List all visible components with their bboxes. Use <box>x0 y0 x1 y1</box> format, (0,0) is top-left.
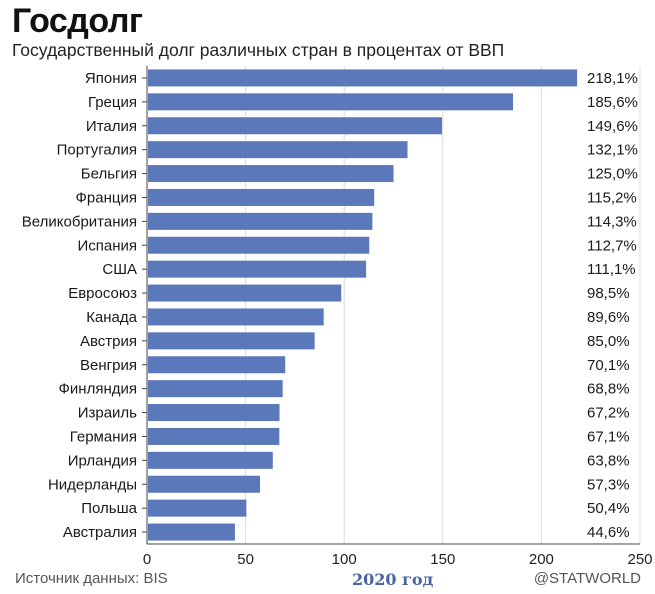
bar <box>148 475 260 493</box>
x-tick-label: 200 <box>529 551 554 568</box>
category-label: Бельгия <box>81 166 137 183</box>
category-label: Израиль <box>78 405 137 422</box>
x-tick-label: 50 <box>237 551 254 568</box>
bar <box>148 141 408 159</box>
value-label: 63,8% <box>587 452 630 469</box>
category-label: Польша <box>81 500 137 517</box>
value-label: 70,1% <box>587 357 630 374</box>
chart-title: Госдолг <box>12 2 143 40</box>
category-label: Германия <box>70 428 137 445</box>
value-label: 98,5% <box>587 285 630 302</box>
value-label: 218,1% <box>587 70 638 87</box>
category-label: США <box>102 261 137 278</box>
value-label: 132,1% <box>587 142 638 159</box>
category-label: Великобритания <box>22 213 137 230</box>
category-label: Финляндия <box>59 381 137 398</box>
value-label: 85,0% <box>587 333 630 350</box>
category-label: Евросоюз <box>68 285 137 302</box>
category-label: Канада <box>86 309 137 326</box>
bar <box>148 212 373 230</box>
value-label: 44,6% <box>587 524 630 541</box>
x-tick-label: 250 <box>627 551 652 568</box>
value-label: 185,6% <box>587 94 638 111</box>
category-label: Португалия <box>57 142 137 159</box>
category-label: Нидерланды <box>48 476 137 493</box>
value-label: 67,1% <box>587 428 630 445</box>
bar <box>148 117 443 135</box>
value-label: 57,3% <box>587 476 630 493</box>
value-label: 89,6% <box>587 309 630 326</box>
category-label: Греция <box>88 94 137 111</box>
category-label: Ирландия <box>68 452 137 469</box>
value-label: 50,4% <box>587 500 630 517</box>
bar <box>148 69 578 87</box>
bar <box>148 93 514 111</box>
value-label: 111,1% <box>587 261 636 278</box>
bar <box>148 308 324 326</box>
bar <box>148 332 315 350</box>
bar <box>148 380 283 398</box>
value-label: 114,3% <box>587 213 637 230</box>
chart-subtitle: Государственный долг различных стран в п… <box>12 40 505 60</box>
value-label: 149,6% <box>587 118 638 135</box>
bar <box>148 236 370 254</box>
x-tick-label: 150 <box>430 551 455 568</box>
bar <box>148 284 342 302</box>
brand-watermark: @STATWORLD <box>533 570 641 587</box>
category-label: Австралия <box>63 524 137 541</box>
bar <box>148 451 273 469</box>
category-label: Франция <box>76 189 137 206</box>
year-label: 2020 год <box>352 570 434 589</box>
value-label: 115,2% <box>587 189 637 206</box>
bar <box>148 404 280 422</box>
source-note: Источник данных: BIS <box>15 570 168 587</box>
bar <box>148 260 367 278</box>
bar <box>148 427 280 445</box>
category-label: Испания <box>77 237 137 254</box>
value-label: 68,8% <box>587 381 630 398</box>
value-label: 125,0% <box>587 166 638 183</box>
bar <box>148 188 375 206</box>
x-tick-label: 100 <box>332 551 357 568</box>
value-label: 67,2% <box>587 405 630 422</box>
value-label: 112,7% <box>587 237 637 254</box>
category-label: Италия <box>86 118 137 135</box>
x-tick-label: 0 <box>143 551 151 568</box>
category-label: Австрия <box>80 333 137 350</box>
bar <box>148 356 286 374</box>
category-label: Япония <box>85 70 137 87</box>
bar <box>148 499 247 517</box>
bar <box>148 165 394 183</box>
bar <box>148 523 235 541</box>
category-label: Венгрия <box>80 357 137 374</box>
